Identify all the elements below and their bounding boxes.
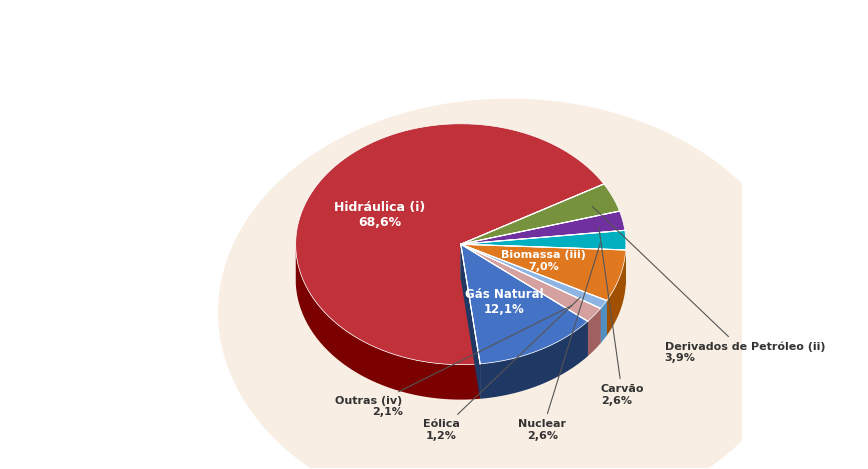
- Polygon shape: [461, 244, 607, 335]
- Polygon shape: [461, 244, 480, 399]
- Polygon shape: [607, 250, 626, 335]
- Polygon shape: [588, 309, 601, 356]
- Polygon shape: [461, 184, 620, 244]
- Polygon shape: [461, 244, 588, 356]
- Polygon shape: [461, 244, 480, 399]
- Ellipse shape: [218, 98, 801, 469]
- Polygon shape: [480, 321, 588, 399]
- Polygon shape: [461, 244, 588, 356]
- Text: Eólica
1,2%: Eólica 1,2%: [423, 297, 580, 441]
- Polygon shape: [461, 230, 626, 250]
- Polygon shape: [461, 244, 588, 364]
- Polygon shape: [601, 301, 607, 343]
- Polygon shape: [461, 244, 607, 335]
- Polygon shape: [461, 244, 607, 309]
- Polygon shape: [461, 244, 601, 343]
- Polygon shape: [296, 249, 480, 400]
- Text: Hidráulica (i)
68,6%: Hidráulica (i) 68,6%: [334, 201, 425, 228]
- Polygon shape: [461, 211, 625, 244]
- Polygon shape: [461, 244, 626, 285]
- Polygon shape: [461, 244, 601, 321]
- Text: Derivados de Petróleo (ii)
3,9%: Derivados de Petróleo (ii) 3,9%: [592, 206, 825, 363]
- Polygon shape: [296, 124, 604, 364]
- Text: Carvão
2,6%: Carvão 2,6%: [599, 227, 644, 406]
- Polygon shape: [461, 244, 626, 285]
- Polygon shape: [461, 244, 626, 301]
- Text: Biomassa (iii)
7,0%: Biomassa (iii) 7,0%: [501, 250, 586, 272]
- Text: Outras (iv)
2,1%: Outras (iv) 2,1%: [335, 306, 572, 417]
- Polygon shape: [461, 244, 601, 343]
- Text: Gás Natural
12,1%: Gás Natural 12,1%: [464, 288, 543, 317]
- Text: Nuclear
2,6%: Nuclear 2,6%: [518, 243, 601, 441]
